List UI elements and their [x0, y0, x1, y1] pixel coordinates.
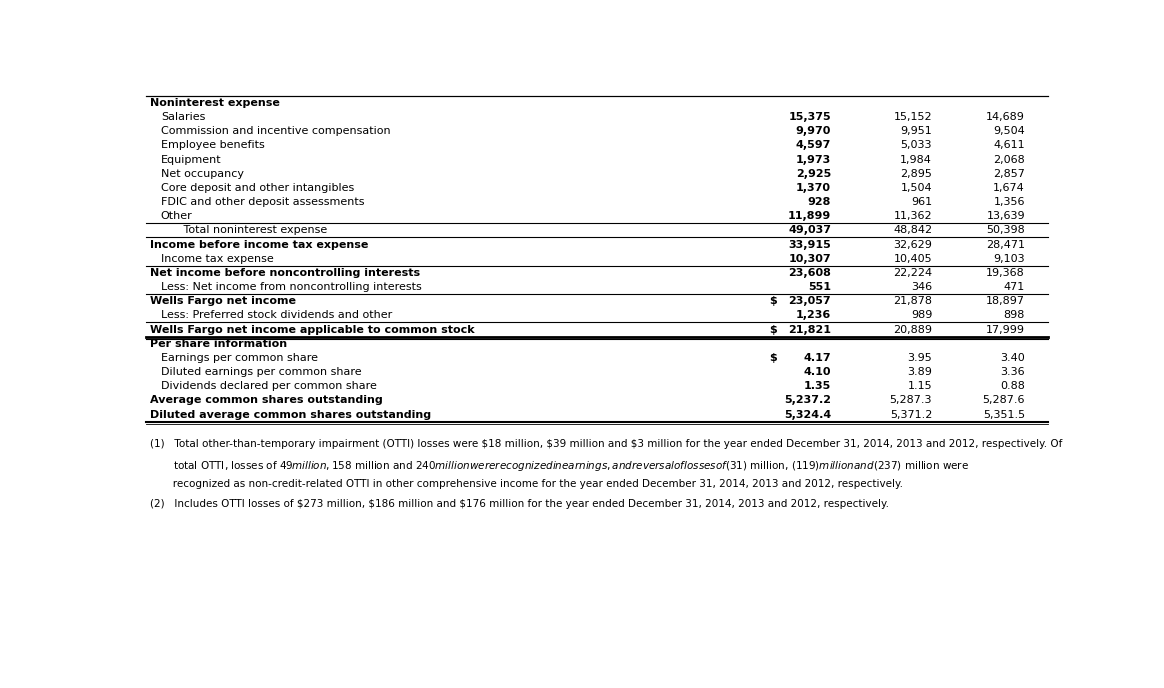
Text: 1,370: 1,370: [796, 183, 831, 193]
Text: Total noninterest expense: Total noninterest expense: [172, 226, 327, 235]
Text: 19,368: 19,368: [986, 268, 1025, 278]
Text: 5,033: 5,033: [901, 140, 932, 151]
Text: Average common shares outstanding: Average common shares outstanding: [150, 396, 383, 405]
Text: $: $: [769, 325, 778, 334]
Text: 5,351.5: 5,351.5: [982, 409, 1025, 420]
Text: (2)   Includes OTTI losses of $273 million, $186 million and $176 million for th: (2) Includes OTTI losses of $273 million…: [150, 499, 889, 509]
Text: 1.35: 1.35: [804, 381, 831, 391]
Text: Earnings per common share: Earnings per common share: [161, 353, 318, 363]
Text: 10,307: 10,307: [788, 254, 831, 264]
Text: 9,951: 9,951: [901, 126, 932, 136]
Text: Equipment: Equipment: [161, 155, 221, 164]
Text: 1,504: 1,504: [901, 183, 932, 193]
Text: 32,629: 32,629: [893, 239, 932, 250]
Text: 961: 961: [911, 197, 932, 207]
Text: 14,689: 14,689: [986, 112, 1025, 122]
Text: 0.88: 0.88: [1000, 381, 1025, 391]
Text: Less: Preferred stock dividends and other: Less: Preferred stock dividends and othe…: [161, 310, 392, 321]
Text: 1,973: 1,973: [796, 155, 831, 164]
Text: Employee benefits: Employee benefits: [161, 140, 264, 151]
Text: 2,925: 2,925: [796, 169, 831, 179]
Text: 4,611: 4,611: [993, 140, 1025, 151]
Text: Diluted earnings per common share: Diluted earnings per common share: [161, 367, 362, 377]
Text: 4,597: 4,597: [796, 140, 831, 151]
Text: (1)   Total other-than-temporary impairment (OTTI) losses were $18 million, $39 : (1) Total other-than-temporary impairmen…: [150, 438, 1063, 449]
Text: 33,915: 33,915: [788, 239, 831, 250]
Text: 346: 346: [911, 282, 932, 292]
Text: 3.40: 3.40: [1000, 353, 1025, 363]
Text: 2,068: 2,068: [993, 155, 1025, 164]
Text: 551: 551: [808, 282, 831, 292]
Text: Core deposit and other intangibles: Core deposit and other intangibles: [161, 183, 354, 193]
Text: 5,287.3: 5,287.3: [889, 396, 932, 405]
Text: FDIC and other deposit assessments: FDIC and other deposit assessments: [161, 197, 364, 207]
Text: Income before income tax expense: Income before income tax expense: [150, 239, 368, 250]
Text: Less: Net income from noncontrolling interests: Less: Net income from noncontrolling int…: [161, 282, 421, 292]
Text: 1,356: 1,356: [994, 197, 1025, 207]
Text: Income tax expense: Income tax expense: [161, 254, 274, 264]
Text: Net occupancy: Net occupancy: [161, 169, 243, 179]
Text: Commission and incentive compensation: Commission and incentive compensation: [161, 126, 390, 136]
Text: Salaries: Salaries: [161, 112, 205, 122]
Text: 989: 989: [910, 310, 932, 321]
Text: 23,057: 23,057: [788, 297, 831, 306]
Text: 5,324.4: 5,324.4: [783, 409, 831, 420]
Text: recognized as non-credit-related OTTI in other comprehensive income for the year: recognized as non-credit-related OTTI in…: [150, 479, 903, 488]
Text: $: $: [769, 353, 778, 363]
Text: 11,899: 11,899: [788, 211, 831, 222]
Text: Noninterest expense: Noninterest expense: [150, 98, 279, 108]
Text: total OTTI, losses of $49 million, $158 million and $240 million were recognized: total OTTI, losses of $49 million, $158 …: [150, 459, 970, 473]
Text: 22,224: 22,224: [893, 268, 932, 278]
Text: 49,037: 49,037: [788, 226, 831, 235]
Text: 5,287.6: 5,287.6: [982, 396, 1025, 405]
Text: Other: Other: [161, 211, 192, 222]
Text: 9,970: 9,970: [796, 126, 831, 136]
Text: 15,375: 15,375: [788, 112, 831, 122]
Text: Wells Fargo net income: Wells Fargo net income: [150, 297, 296, 306]
Text: 13,639: 13,639: [986, 211, 1025, 222]
Text: 1.15: 1.15: [908, 381, 932, 391]
Text: 2,857: 2,857: [993, 169, 1025, 179]
Text: 17,999: 17,999: [986, 325, 1025, 334]
Text: 5,371.2: 5,371.2: [889, 409, 932, 420]
Text: Per share information: Per share information: [150, 338, 288, 349]
Text: 471: 471: [1003, 282, 1025, 292]
Text: 898: 898: [1003, 310, 1025, 321]
Text: 15,152: 15,152: [894, 112, 932, 122]
Text: Dividends declared per common share: Dividends declared per common share: [161, 381, 377, 391]
Text: Diluted average common shares outstanding: Diluted average common shares outstandin…: [150, 409, 431, 420]
Text: 4.10: 4.10: [803, 367, 831, 377]
Text: 11,362: 11,362: [894, 211, 932, 222]
Text: 50,398: 50,398: [986, 226, 1025, 235]
Text: 21,878: 21,878: [893, 297, 932, 306]
Text: 28,471: 28,471: [986, 239, 1025, 250]
Text: 928: 928: [808, 197, 831, 207]
Text: $: $: [769, 297, 778, 306]
Text: 21,821: 21,821: [788, 325, 831, 334]
Text: 3.36: 3.36: [1000, 367, 1025, 377]
Text: 20,889: 20,889: [893, 325, 932, 334]
Text: 48,842: 48,842: [893, 226, 932, 235]
Text: 1,674: 1,674: [993, 183, 1025, 193]
Text: 9,103: 9,103: [993, 254, 1025, 264]
Text: 3.89: 3.89: [907, 367, 932, 377]
Text: Net income before noncontrolling interests: Net income before noncontrolling interes…: [150, 268, 420, 278]
Text: 2,895: 2,895: [900, 169, 932, 179]
Text: 1,236: 1,236: [796, 310, 831, 321]
Text: 23,608: 23,608: [788, 268, 831, 278]
Text: 4.17: 4.17: [803, 353, 831, 363]
Text: 3.95: 3.95: [908, 353, 932, 363]
Text: 1,984: 1,984: [900, 155, 932, 164]
Text: 5,237.2: 5,237.2: [785, 396, 831, 405]
Text: Wells Fargo net income applicable to common stock: Wells Fargo net income applicable to com…: [150, 325, 475, 334]
Text: 10,405: 10,405: [894, 254, 932, 264]
Text: 18,897: 18,897: [986, 297, 1025, 306]
Text: 9,504: 9,504: [993, 126, 1025, 136]
